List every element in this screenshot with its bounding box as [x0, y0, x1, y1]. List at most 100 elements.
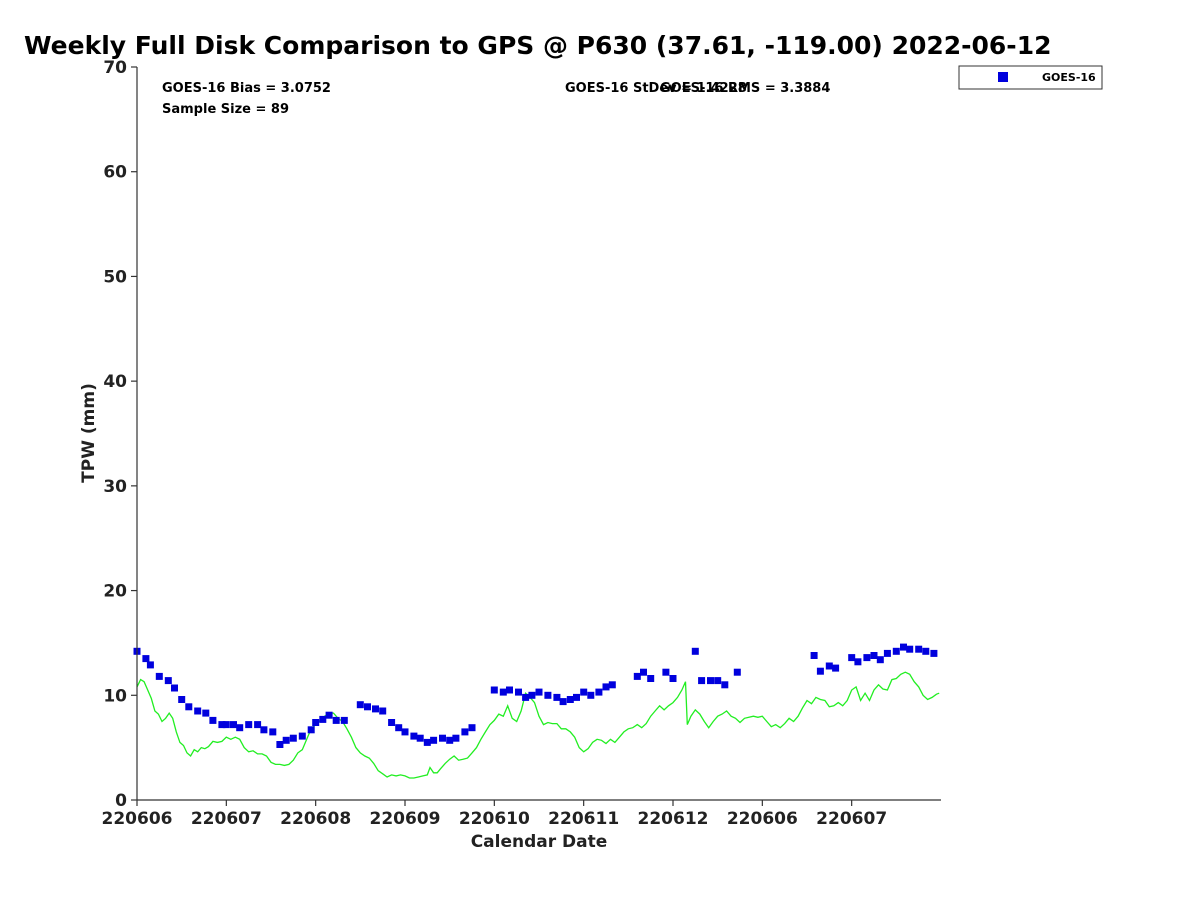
goes16-point — [416, 734, 424, 742]
stdev-annotation: GOES-16 StDev = 1.4228 — [565, 81, 747, 96]
goes16-point — [698, 677, 706, 685]
y-ticks: 0 10 20 30 40 50 60 70 — [103, 58, 137, 811]
goes16-point — [892, 647, 900, 655]
legend-marker-goes16 — [998, 72, 1008, 82]
goes16-point — [289, 734, 297, 742]
goes16-point — [602, 683, 610, 691]
x-tick-label: 220608 — [280, 809, 351, 829]
goes16-point — [870, 652, 878, 659]
goes16-point — [142, 655, 150, 663]
goes16-point — [490, 686, 498, 694]
goes16-point — [364, 703, 371, 711]
goes16-point — [395, 724, 403, 732]
goes16-point — [218, 721, 226, 729]
goes16-point — [146, 661, 154, 669]
x-tick-label: 220606 — [727, 809, 798, 829]
y-tick-label: 30 — [103, 477, 127, 497]
goes16-point — [164, 677, 172, 685]
goes16-point — [825, 662, 833, 670]
goes16-point — [430, 736, 438, 744]
plot-area — [133, 67, 941, 801]
goes16-point — [319, 715, 327, 723]
goes16-point — [388, 719, 396, 726]
goes16-point — [245, 721, 253, 729]
legend: GOES-16 — [958, 65, 1103, 90]
goes16-points-layer — [133, 643, 938, 748]
goes16-point — [544, 691, 552, 699]
goes16-point — [410, 732, 418, 740]
goes16-point — [707, 677, 714, 685]
goes16-point — [194, 707, 202, 715]
goes16-point — [202, 709, 210, 717]
goes16-point — [298, 732, 306, 740]
goes16-point — [528, 691, 536, 699]
rms-annotation: GOES-16 RMS = 3.3884 — [660, 81, 830, 96]
y-tick-label: 50 — [103, 267, 127, 287]
legend-label-goes16: GOES-16 — [1042, 71, 1096, 84]
goes16-point — [401, 728, 409, 736]
goes16-point — [222, 721, 230, 729]
goes16-point — [535, 688, 543, 696]
goes16-point — [810, 652, 818, 659]
goes16-point — [721, 681, 729, 689]
goes16-point — [906, 645, 914, 653]
goes16-point — [876, 656, 884, 664]
goes16-point — [340, 716, 348, 724]
goes16-point — [647, 675, 655, 682]
goes16-point — [356, 701, 364, 709]
x-tick-label: 220607 — [816, 809, 887, 829]
goes16-point — [930, 649, 938, 657]
y-tick-label: 70 — [103, 58, 127, 78]
goes16-point — [633, 672, 641, 680]
goes16-point — [423, 738, 431, 746]
goes16-point — [915, 645, 923, 653]
goes16-point — [468, 724, 476, 732]
goes16-point — [372, 705, 379, 713]
goes16-point — [236, 724, 244, 732]
goes16-point — [848, 654, 856, 662]
goes16-point — [312, 719, 320, 726]
y-tick-label: 40 — [103, 372, 127, 392]
goes16-point — [832, 664, 840, 672]
y-tick-label: 0 — [115, 791, 127, 811]
goes16-point — [580, 688, 588, 696]
x-axis-label: Calendar Date — [471, 832, 608, 852]
y-tick-label: 10 — [103, 686, 127, 706]
chart-title: Weekly Full Disk Comparison to GPS @ P63… — [24, 31, 1051, 60]
goes16-point — [178, 696, 186, 703]
goes16-point — [332, 716, 340, 724]
goes16-point — [260, 726, 268, 734]
goes16-point — [669, 675, 677, 682]
goes16-point — [587, 691, 595, 699]
goes16-point — [922, 647, 930, 655]
goes16-point — [854, 658, 862, 666]
goes16-point — [559, 698, 567, 706]
plot-background — [137, 67, 941, 800]
x-tick-label: 220612 — [638, 809, 709, 829]
goes16-point — [640, 668, 647, 676]
goes16-point — [863, 654, 871, 662]
goes16-point — [254, 721, 262, 729]
goes16-point — [553, 693, 561, 701]
goes16-point — [379, 707, 387, 715]
goes16-point — [499, 688, 507, 696]
goes16-point — [185, 703, 193, 711]
x-tick-label: 220611 — [548, 809, 619, 829]
goes16-point — [566, 696, 574, 703]
goes16-point — [461, 728, 469, 736]
goes16-point — [506, 686, 513, 694]
goes16-point — [446, 736, 454, 744]
goes16-point — [452, 734, 460, 742]
goes16-point — [608, 681, 616, 689]
goes16-point — [733, 668, 741, 676]
x-ticks: 220606 220607 220608 220609 220610 220611 2206… — [102, 800, 887, 829]
bias-annotation: GOES-16 Bias = 3.0752 — [162, 81, 331, 96]
goes16-point — [515, 688, 522, 696]
y-axis-label: TPW (mm) — [79, 383, 99, 483]
goes16-point — [230, 721, 237, 729]
goes16-point — [900, 643, 907, 651]
x-tick-label: 220609 — [370, 809, 441, 829]
goes16-point — [573, 693, 580, 701]
legend-box — [958, 65, 1103, 90]
goes16-point — [714, 677, 722, 685]
